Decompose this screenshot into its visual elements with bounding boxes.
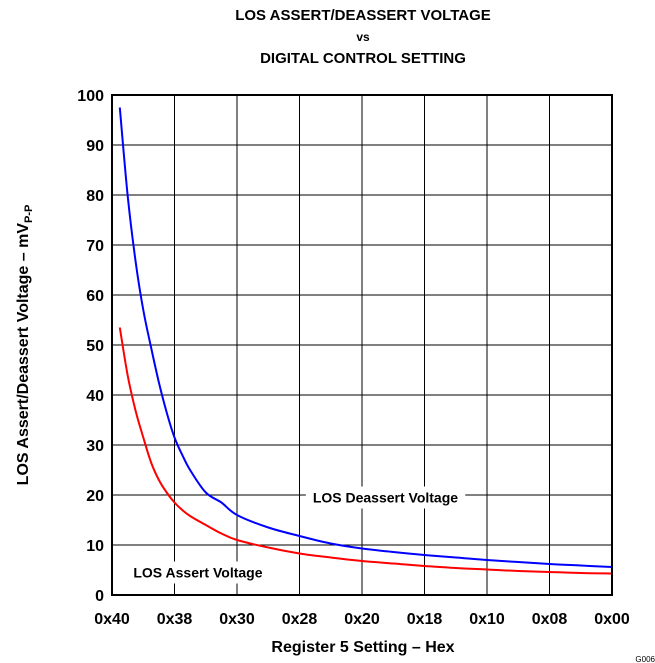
x-tick-label: 0x10 (469, 611, 505, 628)
y-tick-label: 0 (95, 588, 104, 605)
figure-id: G006 (635, 655, 655, 663)
y-tick-label: 10 (86, 538, 104, 555)
x-tick-label: 0x40 (94, 611, 130, 628)
y-tick-label: 30 (86, 438, 104, 455)
y-tick-label: 80 (86, 188, 104, 205)
los-assert-voltage-line (118, 327, 613, 575)
los-deassert-voltage-line (118, 107, 613, 568)
y-axis-label-subscript: P-P (23, 205, 35, 223)
x-tick-label: 0x08 (532, 611, 568, 628)
chart-title-line-3: DIGITAL CONTROL SETTING (260, 50, 466, 67)
y-tick-label: 20 (86, 488, 104, 505)
y-tick-label: 40 (86, 388, 104, 405)
series-layer (118, 107, 613, 575)
series-annotation: LOS Deassert Voltage (313, 490, 458, 506)
series-annotation: LOS Assert Voltage (133, 565, 262, 581)
annotation-background (126, 561, 270, 584)
y-axis-label: LOS Assert/Deassert Voltage – mVP-P (15, 205, 35, 486)
y-tick-label: 70 (86, 238, 104, 255)
tick-labels: 0 10 20 30 40 50 60 70 80 90 100 0x40 0x38 0x30 0x28 0x… (77, 88, 630, 628)
annotations: LOS Deassert Voltage LOS Assert Voltage (126, 486, 466, 584)
y-tick-label: 60 (86, 288, 104, 305)
chart-title-line-2: vs (356, 30, 370, 44)
x-tick-label: 0x38 (157, 611, 193, 628)
x-tick-label: 0x20 (344, 611, 380, 628)
y-tick-label: 50 (86, 338, 104, 355)
x-tick-label: 0x18 (407, 611, 443, 628)
grid (111, 94, 613, 596)
y-tick-label: 100 (77, 88, 104, 105)
x-axis-label: Register 5 Setting – Hex (271, 639, 454, 656)
y-tick-label: 90 (86, 138, 104, 155)
y-axis-label-main: LOS Assert/Deassert Voltage – mV (15, 223, 32, 486)
plot-frame (111, 94, 613, 596)
x-tick-label: 0x28 (282, 611, 318, 628)
annotation-background (305, 486, 466, 509)
chart-title-line-1: LOS ASSERT/DEASSERT VOLTAGE (235, 7, 491, 24)
x-tick-label: 0x00 (594, 611, 630, 628)
x-tick-label: 0x30 (219, 611, 255, 628)
